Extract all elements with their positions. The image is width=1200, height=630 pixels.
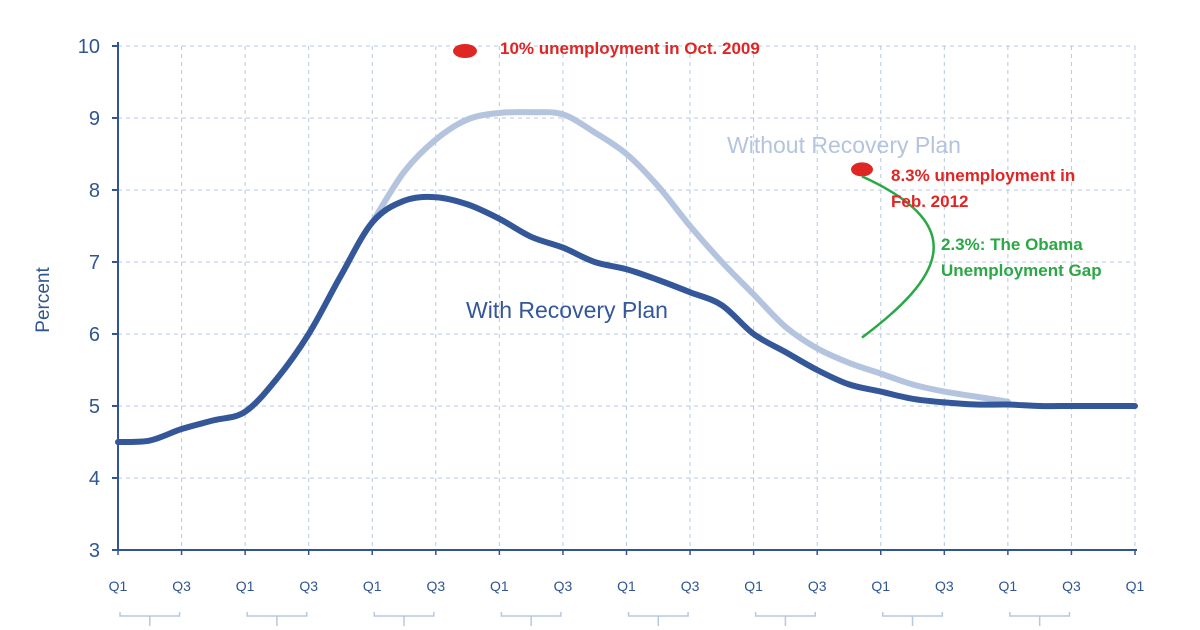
annotation-marks (453, 44, 935, 339)
x-tick-label: Q3 (935, 578, 954, 594)
x-tick-label: Q1 (1126, 578, 1145, 594)
annotation-oct-2009: 10% unemployment in Oct. 2009 (500, 39, 760, 58)
x-tick-label: Q1 (363, 578, 382, 594)
y-tick-label: 3 (89, 540, 100, 562)
x-tick-label: Q3 (426, 578, 445, 594)
annotation-feb-2012-line1: 8.3% unemployment in (891, 166, 1075, 185)
y-tick-label: 4 (89, 468, 100, 490)
x-tick-label: Q1 (236, 578, 255, 594)
x-tick-label: Q3 (299, 578, 318, 594)
y-tick-labels: 3 4 5 6 7 8 9 10 (78, 36, 100, 562)
x-tick-label: Q3 (554, 578, 573, 594)
y-axis-label: Percent (33, 267, 54, 333)
y-tick-label: 9 (89, 108, 100, 130)
year-brackets (119, 612, 1071, 626)
x-tick-label: Q3 (1062, 578, 1081, 594)
year-bracket (1009, 612, 1071, 617)
x-tick-label: Q3 (172, 578, 191, 594)
x-tick-label: Q1 (744, 578, 763, 594)
marker-feb-2012 (851, 162, 873, 177)
year-bracket (754, 612, 816, 617)
y-tick-label: 8 (89, 180, 100, 202)
series-label-without: Without Recovery Plan (727, 132, 961, 158)
y-tick-label: 5 (89, 396, 100, 418)
gap-bracket (861, 175, 935, 339)
year-bracket (627, 612, 689, 617)
x-tick-label: Q1 (999, 578, 1018, 594)
marker-oct-2009 (453, 44, 477, 58)
x-tick-labels: Q1 Q3 Q1 Q3 Q1 Q3 Q1 Q3 Q1 Q3 Q1 Q3 Q1 Q3 Q1 Q3 Q1 (109, 578, 1145, 594)
grid (118, 45, 1136, 550)
year-bracket (500, 612, 562, 617)
annotation-gap-line1: 2.3%: The Obama (941, 235, 1083, 254)
axes (112, 42, 1137, 555)
annotation-feb-2012-line2: Feb. 2012 (891, 192, 969, 211)
annotation-gap-line2: Unemployment Gap (941, 261, 1102, 280)
y-tick-label: 6 (89, 324, 100, 346)
series-label-with: With Recovery Plan (466, 297, 668, 323)
year-bracket (882, 612, 944, 617)
series-lines (115, 109, 1138, 446)
x-tick-label: Q1 (490, 578, 509, 594)
y-tick-label: 10 (78, 36, 100, 58)
year-bracket (119, 612, 181, 617)
x-tick-label: Q3 (681, 578, 700, 594)
year-bracket (373, 612, 435, 617)
series-line-with-recovery (115, 193, 1138, 446)
year-bracket (246, 612, 308, 617)
x-tick-label: Q1 (617, 578, 636, 594)
x-tick-label: Q1 (109, 578, 128, 594)
x-tick-label: Q3 (808, 578, 827, 594)
series-line-without-recovery (369, 109, 1011, 405)
x-tick-label: Q1 (871, 578, 890, 594)
y-tick-label: 7 (89, 252, 100, 274)
